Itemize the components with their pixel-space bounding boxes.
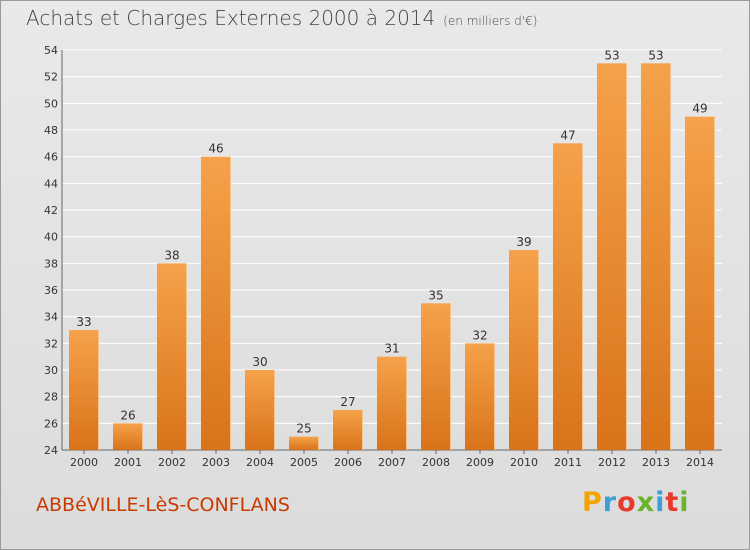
y-tick-label: 42 bbox=[44, 204, 58, 217]
y-tick-label: 34 bbox=[44, 311, 58, 324]
x-tick-label: 2009 bbox=[466, 456, 494, 469]
data-label: 46 bbox=[208, 142, 223, 156]
location-name: ABBéVILLE-LèS-CONFLANS bbox=[36, 494, 290, 516]
proxiti-logo: Proxiti bbox=[582, 487, 690, 518]
logo-letter: r bbox=[602, 487, 618, 518]
data-label: 26 bbox=[120, 408, 135, 422]
x-tick-label: 2007 bbox=[378, 456, 406, 469]
chart-title: Achats et Charges Externes 2000 à 2014 bbox=[26, 6, 436, 30]
y-tick-label: 48 bbox=[44, 124, 58, 137]
chart-title-block: Achats et Charges Externes 2000 à 2014 (e… bbox=[26, 6, 537, 30]
logo-letter: P bbox=[582, 487, 603, 518]
y-tick-label: 54 bbox=[44, 44, 58, 57]
y-tick-label: 46 bbox=[44, 151, 58, 164]
bar bbox=[333, 410, 363, 450]
x-tick-label: 2011 bbox=[554, 456, 582, 469]
bar bbox=[553, 143, 583, 451]
x-tick-label: 2013 bbox=[642, 456, 670, 469]
y-tick-label: 24 bbox=[44, 444, 58, 457]
x-tick-label: 2012 bbox=[598, 456, 626, 469]
x-tick-label: 2002 bbox=[158, 456, 186, 469]
data-label: 30 bbox=[252, 355, 267, 369]
bar bbox=[597, 63, 627, 450]
x-tick-label: 2005 bbox=[290, 456, 318, 469]
data-label: 53 bbox=[604, 48, 619, 62]
logo-letter: t bbox=[665, 487, 680, 518]
y-tick-label: 32 bbox=[44, 337, 58, 350]
y-tick-label: 28 bbox=[44, 391, 58, 404]
bar bbox=[377, 356, 407, 450]
y-tick-label: 38 bbox=[44, 257, 58, 270]
bar bbox=[465, 343, 495, 450]
data-label: 53 bbox=[648, 48, 663, 62]
data-label: 47 bbox=[560, 128, 575, 142]
bar bbox=[421, 303, 451, 450]
data-label: 35 bbox=[428, 288, 443, 302]
data-label: 27 bbox=[340, 395, 355, 409]
x-tick-label: 2006 bbox=[334, 456, 362, 469]
chart-subtitle: (en milliers d'€) bbox=[443, 14, 538, 28]
bar bbox=[201, 156, 231, 450]
bar bbox=[113, 423, 143, 450]
bar bbox=[641, 63, 671, 450]
data-label: 38 bbox=[164, 248, 179, 262]
bar bbox=[685, 116, 715, 451]
data-label: 49 bbox=[692, 102, 707, 116]
y-tick-label: 50 bbox=[44, 97, 58, 110]
y-tick-label: 30 bbox=[44, 364, 58, 377]
bar bbox=[289, 436, 319, 450]
data-label: 31 bbox=[384, 342, 399, 356]
y-tick-label: 52 bbox=[44, 71, 58, 84]
x-tick-label: 2014 bbox=[686, 456, 714, 469]
logo-letter: x bbox=[636, 487, 656, 518]
logo-letter: i bbox=[655, 487, 666, 518]
y-tick-label: 40 bbox=[44, 231, 58, 244]
x-tick-label: 2001 bbox=[114, 456, 142, 469]
data-label: 33 bbox=[76, 315, 91, 329]
bar bbox=[245, 370, 275, 450]
y-tick-label: 26 bbox=[44, 417, 58, 430]
data-label: 25 bbox=[296, 422, 311, 436]
data-label: 32 bbox=[472, 328, 487, 342]
x-tick-label: 2000 bbox=[70, 456, 98, 469]
x-tick-label: 2003 bbox=[202, 456, 230, 469]
x-tick-label: 2010 bbox=[510, 456, 538, 469]
x-tick-label: 2004 bbox=[246, 456, 274, 469]
bar bbox=[509, 250, 539, 450]
bar bbox=[157, 263, 187, 450]
y-tick-label: 36 bbox=[44, 284, 58, 297]
logo-letter: i bbox=[679, 487, 690, 518]
data-label: 39 bbox=[516, 235, 531, 249]
bar bbox=[69, 330, 99, 450]
logo-letter: o bbox=[617, 487, 637, 518]
y-tick-label: 44 bbox=[44, 177, 58, 190]
x-tick-label: 2008 bbox=[422, 456, 450, 469]
